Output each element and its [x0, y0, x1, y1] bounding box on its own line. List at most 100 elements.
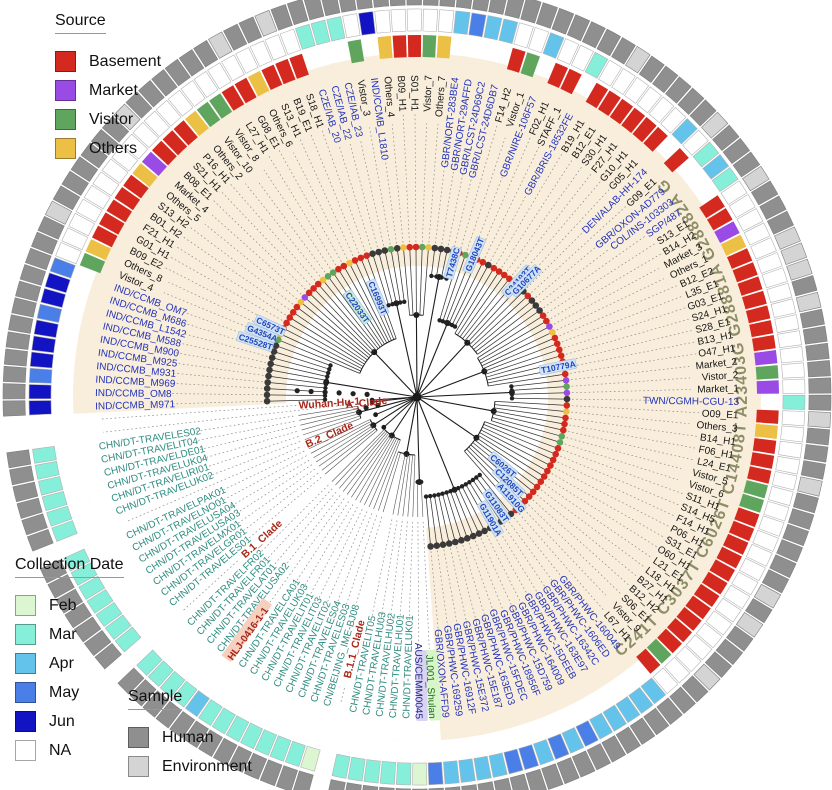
tip-dot	[552, 450, 559, 458]
ring-cell	[615, 696, 641, 724]
tip-dot	[400, 244, 407, 251]
ring-cell	[597, 90, 621, 116]
ring-cell	[671, 118, 698, 145]
ring-cell	[589, 712, 613, 740]
ring-cell	[781, 362, 805, 379]
ring-cell	[295, 23, 316, 50]
ring-cell	[78, 575, 106, 600]
ring-cell	[147, 660, 174, 687]
ring-cell	[259, 759, 283, 787]
tip-dot	[431, 244, 439, 252]
ring-cell	[473, 755, 492, 781]
ring-cell	[749, 320, 774, 338]
tip-dot	[485, 261, 492, 269]
ring-cell	[225, 715, 250, 743]
ring-cell	[2, 365, 27, 383]
internal-node	[363, 405, 369, 411]
ring-cell	[85, 239, 111, 261]
ring-cell	[629, 717, 656, 745]
ring-cell	[556, 757, 580, 785]
ring-cell	[792, 492, 819, 514]
ring-cell	[19, 264, 46, 286]
ring-cell	[70, 156, 99, 183]
ring-cell	[264, 34, 287, 61]
legend-item-environment: Environment	[128, 756, 252, 778]
ring-cell	[800, 460, 826, 480]
ring-cell	[536, 2, 558, 29]
ring-cell	[390, 8, 407, 33]
ring-cell	[142, 690, 169, 718]
ring-cell	[720, 180, 748, 205]
ring-cell	[779, 346, 804, 364]
ring-cell	[254, 729, 278, 756]
ring-cell	[113, 103, 141, 131]
ring-cell	[720, 234, 747, 256]
internal-node	[350, 391, 356, 397]
tip-dot	[546, 323, 553, 330]
tip-dot	[443, 246, 451, 254]
ring-cell	[689, 99, 717, 127]
ring-cell	[556, 38, 580, 65]
tip-dot	[524, 292, 532, 300]
ring-cell	[498, 18, 519, 44]
ring-cell	[437, 9, 455, 34]
ring-cell	[198, 699, 223, 726]
ring-cell	[707, 208, 733, 231]
tip-dot	[553, 340, 561, 348]
ring-cell	[31, 335, 56, 354]
legend-item-others: Others	[55, 138, 161, 160]
ring-cell	[37, 215, 65, 240]
ring-cell	[786, 258, 813, 281]
ring-cell	[439, 0, 456, 8]
ring-cell	[586, 743, 611, 771]
ring-cell	[223, 23, 248, 51]
tree-branches	[263, 243, 571, 550]
tip-dot	[272, 342, 280, 350]
tip-dot	[533, 483, 541, 491]
tip-dot	[537, 478, 545, 486]
legend-swatch-visitor	[55, 109, 76, 131]
ring-cell	[423, 0, 439, 6]
ring-cell	[249, 40, 273, 67]
ring-cell	[643, 707, 670, 736]
ring-cell	[422, 35, 437, 58]
ring-cell	[771, 471, 798, 491]
ring-cell	[106, 199, 132, 223]
tip-dot	[536, 307, 543, 314]
ring-cell	[395, 762, 412, 786]
ring-cell	[669, 686, 696, 714]
ring-cell	[321, 0, 341, 17]
ring-cell	[584, 51, 609, 79]
ring-cell	[270, 4, 293, 31]
tip-dot	[314, 280, 322, 288]
tip-dot	[560, 426, 567, 434]
ring-cell	[26, 529, 54, 552]
ring-cell	[49, 257, 76, 279]
ring-cell	[745, 305, 771, 324]
ring-cell	[693, 583, 720, 607]
ring-cell	[114, 187, 141, 211]
ring-cell	[682, 129, 709, 156]
ring-cell	[117, 667, 145, 695]
ring-cell	[493, 777, 512, 790]
tip-dot	[539, 312, 547, 320]
ring-cell	[791, 275, 818, 297]
tip-dot	[369, 250, 376, 257]
ring-cell	[61, 170, 89, 196]
ring-cell	[269, 735, 292, 762]
ring-cell	[94, 642, 122, 670]
taxon-label: Vistor_2	[701, 370, 739, 384]
tip-dot	[561, 370, 569, 378]
ring-cell	[436, 35, 452, 59]
ring-cell	[774, 226, 801, 250]
ring-cell	[525, 768, 547, 790]
ring-cell	[652, 667, 679, 695]
ring-cell	[138, 80, 165, 108]
ring-cell	[47, 574, 75, 599]
ring-cell	[754, 423, 778, 439]
ring-cell	[70, 562, 98, 586]
ring-cell	[129, 679, 157, 707]
ring-cell	[83, 629, 112, 657]
